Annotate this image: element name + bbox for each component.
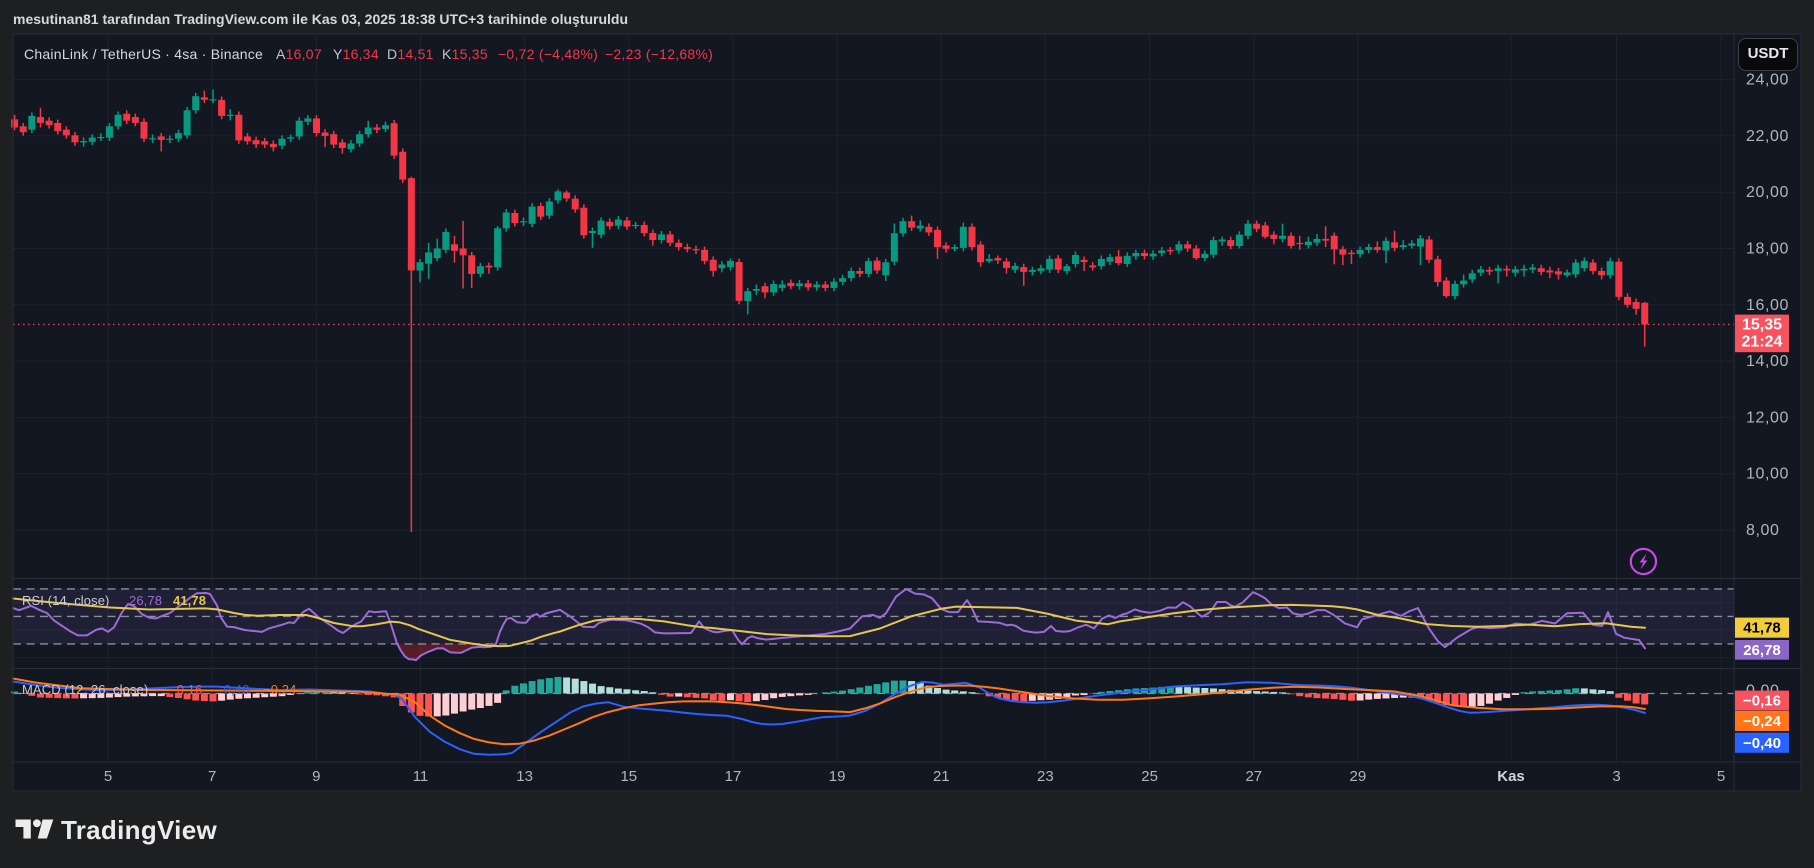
svg-text:18,00: 18,00 (1746, 241, 1789, 258)
svg-text:11: 11 (413, 768, 429, 785)
svg-text:21:24: 21:24 (1742, 334, 1783, 351)
svg-text:23: 23 (1037, 768, 1054, 785)
svg-text:15: 15 (620, 768, 637, 785)
svg-text:24,00: 24,00 (1746, 72, 1789, 89)
svg-text:−0,40: −0,40 (1743, 735, 1781, 752)
svg-text:15,35: 15,35 (1742, 317, 1782, 334)
svg-text:16,00: 16,00 (1746, 297, 1789, 314)
svg-text:14,00: 14,00 (1746, 353, 1789, 370)
svg-text:17: 17 (725, 768, 742, 785)
svg-text:5: 5 (1717, 768, 1725, 785)
svg-text:19: 19 (829, 768, 846, 785)
svg-text:12,00: 12,00 (1746, 409, 1789, 426)
svg-text:21: 21 (933, 768, 950, 785)
svg-text:5: 5 (104, 768, 112, 785)
svg-text:22,00: 22,00 (1746, 128, 1789, 145)
svg-text:27: 27 (1245, 768, 1262, 785)
svg-text:9: 9 (312, 768, 320, 785)
svg-text:−0,24: −0,24 (1743, 713, 1782, 730)
svg-text:7: 7 (208, 768, 216, 785)
svg-text:25: 25 (1141, 768, 1158, 785)
svg-text:8,00: 8,00 (1746, 522, 1780, 539)
svg-text:−0,16: −0,16 (1743, 693, 1781, 710)
svg-text:13: 13 (516, 768, 533, 785)
svg-text:10,00: 10,00 (1746, 466, 1789, 483)
svg-text:29: 29 (1350, 768, 1367, 785)
svg-text:26,78: 26,78 (1743, 642, 1781, 659)
svg-text:3: 3 (1612, 768, 1620, 785)
svg-text:Kas: Kas (1497, 768, 1525, 785)
svg-text:41,78: 41,78 (1743, 620, 1781, 637)
svg-text:20,00: 20,00 (1746, 184, 1789, 201)
